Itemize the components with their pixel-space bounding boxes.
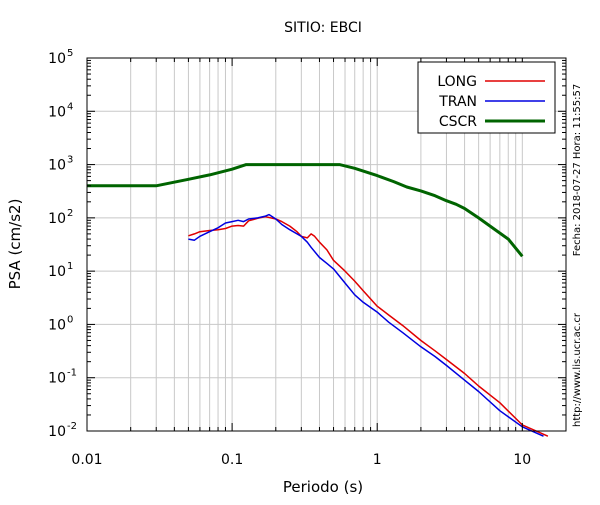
chart-title: SITIO: EBCI	[284, 20, 362, 36]
series-line-long	[188, 215, 549, 437]
legend-label-tran: TRAN	[438, 94, 477, 110]
y-tick-label-exponent: 4	[67, 101, 73, 112]
axis-ticks	[86, 57, 567, 432]
y-tick-label-exponent: -2	[67, 421, 77, 432]
y-tick-label: 10	[48, 104, 66, 120]
y-tick-label: 10	[48, 158, 66, 174]
x-tick-label: 10	[513, 452, 531, 468]
legend-label-cscr: CSCR	[439, 114, 477, 130]
y-tick-label: 10	[48, 371, 66, 387]
grid-lines	[86, 57, 567, 432]
timestamp-text: Fecha: 2018-07-27 Hora: 11:55:57	[572, 84, 583, 257]
y-tick-label-exponent: 1	[67, 261, 73, 272]
x-axis-title: Periodo (s)	[283, 478, 363, 496]
plot-frame	[86, 57, 567, 432]
legend-label-long: LONG	[437, 74, 477, 90]
y-tick-label: 10	[48, 424, 66, 440]
y-tick-label-exponent: 3	[67, 155, 73, 166]
y-tick-label: 10	[48, 51, 66, 67]
legend: LONG TRAN CSCR	[417, 61, 556, 134]
y-tick-label: 10	[48, 317, 66, 333]
y-tick-label-exponent: 5	[67, 48, 73, 59]
y-tick-label: 10	[48, 211, 66, 227]
y-tick-label-exponent: 0	[67, 314, 73, 325]
series-line-cscr	[87, 163, 524, 258]
y-tick-label-exponent: -1	[67, 368, 77, 379]
y-tick-label-exponent: 2	[67, 208, 73, 219]
x-tick-label: 1	[373, 452, 382, 468]
series-line-tran	[188, 213, 544, 437]
y-axis-title: PSA (cm/s2)	[6, 199, 24, 290]
x-tick-label: 0.01	[71, 452, 102, 468]
x-tick-labels: 0.01 0.1 1 10	[71, 452, 531, 468]
x-tick-label: 0.1	[221, 452, 243, 468]
source-url-text: http://www.lis.ucr.ac.cr	[572, 312, 583, 427]
series-lines	[87, 163, 549, 437]
y-tick-label: 10	[48, 264, 66, 280]
